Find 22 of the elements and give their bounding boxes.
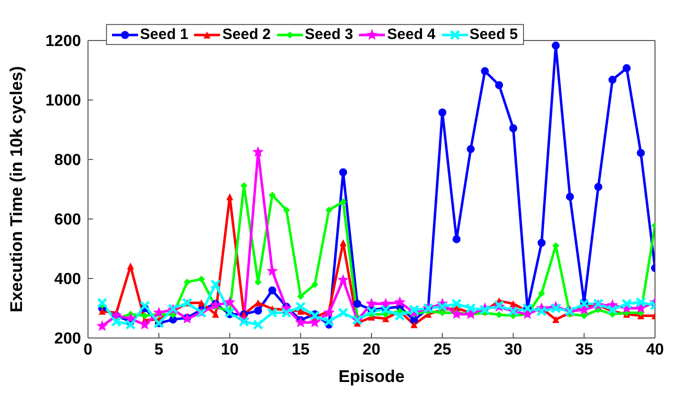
legend-label: Seed 3 bbox=[304, 26, 354, 43]
x-tick-label: 40 bbox=[646, 341, 664, 358]
x-tick-label: 25 bbox=[433, 341, 452, 358]
x-axis-title: Episode bbox=[338, 367, 405, 386]
x-tick-label: 30 bbox=[504, 341, 522, 358]
x-tick-label: 10 bbox=[220, 341, 239, 358]
y-tick-label: 1200 bbox=[45, 33, 82, 50]
x-tick-label: 20 bbox=[362, 341, 380, 358]
x-tick-label: 0 bbox=[84, 341, 93, 358]
y-tick-label: 400 bbox=[54, 271, 82, 288]
legend-label: Seed 2 bbox=[221, 26, 271, 43]
y-tick-label: 1000 bbox=[45, 92, 82, 110]
y-tick-label: 600 bbox=[54, 212, 82, 229]
y-tick-label: 800 bbox=[54, 152, 82, 170]
y-axis-title: Execution Time (in 10k cycles) bbox=[7, 66, 26, 312]
x-tick-label: 5 bbox=[154, 341, 164, 358]
legend-label: Seed 5 bbox=[468, 26, 518, 43]
x-tick-label: 35 bbox=[575, 341, 594, 358]
legend-label: Seed 4 bbox=[386, 26, 436, 43]
legend-label: Seed 1 bbox=[139, 26, 188, 43]
y-tick-label: 200 bbox=[54, 330, 82, 348]
x-tick-label: 15 bbox=[292, 341, 310, 358]
